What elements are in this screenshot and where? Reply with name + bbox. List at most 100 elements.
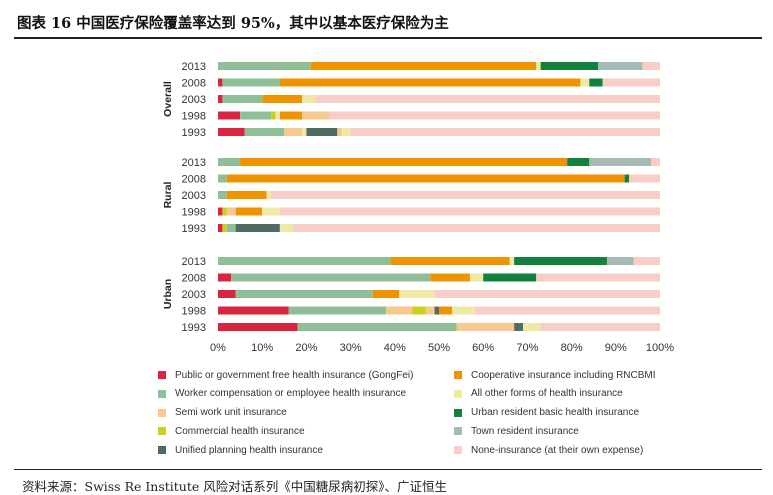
segment-urban-1993-other-4 [522, 323, 541, 331]
segment-overall-2008-urban-4 [589, 78, 603, 87]
segment-overall-1993-other-6 [341, 128, 351, 136]
bar-label-rural-1993: 1993 [182, 223, 206, 235]
segment-rural-1993-other-4 [279, 224, 294, 232]
segment-urban-1993-semi-2 [456, 323, 515, 331]
bar-label-overall-2008: 2008 [182, 78, 206, 90]
segment-rural-1993-gov-0 [218, 224, 223, 232]
x-tick-5: 50% [428, 342, 450, 354]
segment-rural-2003-none-3 [271, 191, 660, 199]
bar-label-urban-1993: 1993 [182, 322, 206, 334]
group-label-overall: Overall [162, 81, 174, 117]
segment-rural-2013-worker-0 [218, 158, 241, 166]
segment-overall-1998-semi-5 [301, 111, 329, 120]
segment-rural-2013-town-3 [589, 158, 652, 166]
segment-rural-1998-other-4 [262, 207, 280, 216]
legend-label-urban: Urban resident basic health insurance [471, 407, 639, 419]
bar-label-overall-2013: 2013 [182, 61, 206, 73]
segment-rural-1998-commercial-1 [222, 207, 227, 216]
segment-urban-2008-none-5 [536, 273, 660, 282]
bar-label-rural-2008: 2008 [182, 174, 206, 186]
x-tick-10: 100% [646, 342, 674, 354]
legend-label-town: Town resident insurance [471, 425, 579, 437]
segment-urban-2013-none-5 [633, 257, 660, 265]
segment-urban-2008-coop-2 [430, 273, 470, 282]
segment-overall-2008-coop-2 [279, 78, 581, 87]
segment-urban-1993-worker-1 [297, 323, 457, 331]
segment-overall-1998-other-3 [275, 111, 280, 120]
legend-item-town: Town resident insurance [454, 423, 579, 439]
segment-urban-1998-coop-6 [439, 306, 453, 315]
group-label-rural: Rural [162, 181, 174, 208]
segment-overall-1998-worker-1 [240, 111, 272, 120]
segment-overall-2013-worker-0 [218, 62, 311, 70]
x-tick-9: 90% [605, 342, 627, 354]
segment-rural-2013-none-4 [651, 158, 660, 166]
segment-overall-1993-semi-2 [284, 128, 302, 136]
legend-label-none: None-insurance (at their own expense) [471, 444, 644, 456]
segment-urban-2008-other-3 [469, 273, 484, 282]
segment-urban-1998-other-7 [452, 306, 475, 315]
legend-swatch-worker [158, 389, 166, 398]
segment-overall-1998-gov-0 [218, 111, 241, 120]
segment-urban-2013-urban-3 [514, 257, 607, 265]
legend-swatch-coop [454, 371, 462, 379]
segment-rural-2013-urban-2 [567, 158, 590, 166]
bar-label-rural-2013: 2013 [182, 157, 206, 169]
x-tick-7: 70% [516, 342, 538, 354]
x-tick-1: 10% [251, 342, 273, 354]
segment-urban-1998-semi-4 [425, 306, 435, 315]
legend-item-semi: Semi work unit insurance [158, 405, 287, 421]
segment-urban-2013-worker-0 [218, 257, 391, 265]
legend-swatch-planning [158, 446, 166, 455]
legend-swatch-other [454, 389, 462, 398]
segment-rural-2003-coop-1 [226, 191, 267, 199]
segment-urban-2013-other-2 [509, 257, 515, 265]
legend-swatch-commercial [158, 427, 166, 436]
bar-label-rural-2003: 2003 [182, 190, 206, 202]
segment-overall-2003-none-4 [315, 95, 660, 103]
segment-rural-1993-commercial-1 [222, 224, 227, 232]
segment-overall-1998-none-6 [328, 111, 660, 120]
legend-swatch-semi [158, 408, 166, 417]
legend-label-semi: Semi work unit insurance [175, 407, 287, 419]
x-tick-0: 0% [210, 342, 226, 354]
title-rule [14, 37, 762, 39]
segment-overall-2003-other-3 [301, 95, 316, 103]
segment-overall-1993-gov-0 [218, 128, 245, 136]
legend-item-coop: Cooperative insurance including RNCBMI [454, 367, 656, 383]
segment-urban-2008-worker-1 [231, 273, 431, 282]
segment-overall-1993-semi-5 [337, 128, 342, 136]
segment-overall-2003-coop-2 [262, 95, 302, 103]
legend-item-worker: Worker compensation or employee health i… [158, 386, 406, 402]
segment-overall-1993-planning-4 [306, 128, 338, 136]
segment-urban-1998-commercial-3 [412, 306, 426, 315]
segment-urban-2013-town-4 [606, 257, 634, 265]
segment-urban-2013-coop-1 [390, 257, 510, 265]
legend-item-urban: Urban resident basic health insurance [454, 405, 639, 421]
segment-overall-2008-gov-0 [218, 78, 223, 87]
legend-swatch-urban [454, 408, 462, 417]
segment-urban-1998-none-8 [474, 306, 660, 315]
segment-overall-1998-commercial-2 [271, 111, 276, 120]
legend-swatch-town [454, 427, 462, 436]
legend-item-other: All other forms of health insurance [454, 386, 623, 402]
segment-rural-2013-coop-1 [240, 158, 568, 166]
segment-rural-2008-coop-1 [226, 174, 625, 183]
bar-label-overall-1993: 1993 [182, 127, 206, 139]
legend-label-gov: Public or government free health insuran… [175, 369, 414, 381]
segment-rural-1998-coop-3 [235, 207, 263, 216]
segment-overall-1993-other-3 [301, 128, 307, 136]
legend-item-none: None-insurance (at their own expense) [454, 442, 643, 458]
bar-label-overall-1998: 1998 [182, 111, 206, 123]
segment-urban-2003-other-3 [399, 290, 435, 298]
segment-urban-2008-gov-0 [218, 273, 232, 282]
x-tick-3: 30% [340, 342, 362, 354]
segment-overall-1993-worker-1 [244, 128, 285, 136]
segment-urban-1998-worker-1 [288, 306, 386, 315]
legend-item-planning: Unified planning health insurance [158, 442, 323, 458]
segment-overall-2008-worker-1 [222, 78, 280, 87]
legend-label-worker: Worker compensation or employee health i… [175, 388, 407, 400]
segment-overall-2013-coop-1 [310, 62, 537, 70]
x-tick-8: 80% [561, 342, 583, 354]
segment-overall-2008-none-5 [602, 78, 660, 87]
